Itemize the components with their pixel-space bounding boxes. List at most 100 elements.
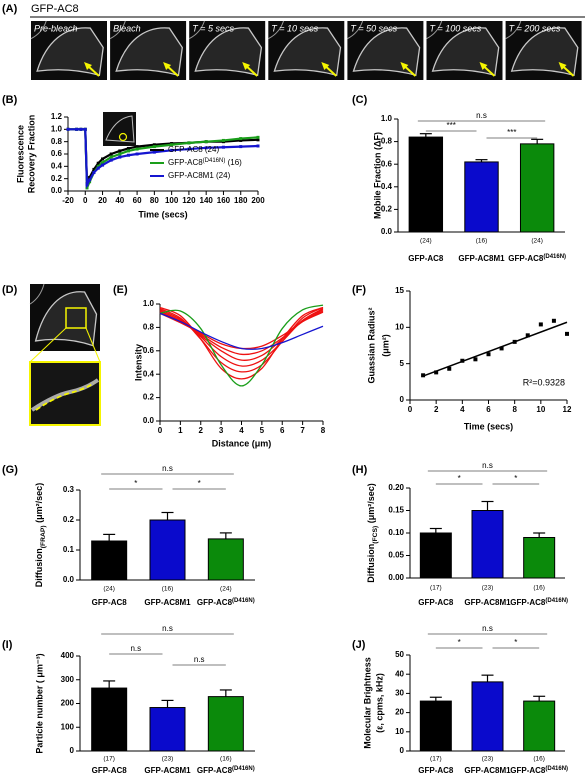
y-axis-title: Recovery Fraction	[26, 115, 36, 194]
point	[135, 145, 139, 149]
frame-label: T = 5 secs	[192, 23, 234, 33]
point	[256, 135, 260, 139]
y-tick-label: 0.8	[143, 323, 155, 332]
x-tick-label: 10	[536, 405, 545, 414]
panel-label: (B)	[2, 94, 18, 106]
arrow-head	[321, 62, 330, 70]
panel-label: (A)	[2, 3, 18, 15]
arrow-head	[558, 62, 567, 70]
n-label: (24)	[220, 586, 232, 593]
point	[88, 175, 92, 179]
x-tick-label: -20	[62, 196, 74, 205]
x-tick-label: 5	[260, 426, 265, 435]
arrow	[561, 65, 575, 77]
point	[92, 167, 96, 171]
arrow-head	[400, 62, 409, 70]
x-tick-label-part: (D416N)	[545, 766, 568, 772]
n-label: (23)	[162, 756, 174, 763]
frame-label: T = 200 secs	[509, 23, 561, 33]
bar	[419, 700, 452, 752]
series-line	[159, 312, 324, 350]
point	[538, 322, 543, 327]
point	[239, 138, 243, 142]
y-tick-label: 0.0	[63, 575, 75, 584]
frame-label: T = 100 secs	[430, 23, 482, 33]
frame-label: T = 50 secs	[350, 23, 397, 33]
frame-label: Bleach	[113, 23, 141, 33]
cell-outline	[29, 283, 45, 305]
x-tick-label: 2	[434, 405, 439, 414]
point	[256, 144, 260, 148]
series-line	[159, 311, 324, 350]
x-tick-label: GFP-AC8(D416N)	[197, 598, 255, 608]
point	[126, 146, 130, 150]
y-tick-label: 0	[400, 395, 405, 404]
cell-outline	[505, 20, 522, 40]
x-tick-label: 2	[199, 426, 204, 435]
bar	[471, 681, 504, 752]
y-tick-label: 0	[70, 746, 75, 755]
y-tick-label: 0.15	[388, 506, 404, 515]
fit-line	[422, 321, 568, 377]
y-tick-label: 1.0	[51, 124, 63, 133]
n-label: (16)	[220, 756, 232, 763]
y-axis-title-part: (μm²/sec)	[366, 483, 376, 526]
n-label: (16)	[533, 756, 545, 763]
y-axis-title: Fluorescence	[15, 125, 25, 183]
arrow	[324, 65, 337, 77]
point	[96, 166, 100, 170]
n-label: (17)	[430, 585, 442, 592]
y-tick-label: 0.6	[143, 346, 155, 355]
point	[486, 352, 491, 357]
y-axis-title-part: (FCS)	[372, 526, 379, 544]
y-tick-label: 300	[61, 675, 75, 684]
x-tick-label: GFP-AC8M1	[144, 766, 191, 775]
point	[152, 150, 156, 154]
bar	[408, 136, 444, 233]
x-tick-label: GFP-AC8(D416N)	[508, 254, 566, 264]
point	[101, 163, 105, 167]
y-axis-title: Diffusion(FRAP) (μm²/sec)	[34, 483, 47, 587]
y-tick-label: 0.1	[63, 545, 75, 554]
point	[126, 149, 130, 153]
bar	[419, 532, 452, 579]
y-tick-label: 0.10	[388, 528, 404, 537]
point	[421, 373, 426, 378]
y-tick-label: 0.2	[63, 515, 75, 524]
x-tick-label: 20	[98, 196, 107, 205]
n-label: (17)	[103, 756, 115, 763]
zoom-box	[65, 307, 87, 329]
bar	[207, 696, 244, 752]
x-tick-label: 0	[408, 405, 413, 414]
significance-label: n.s	[476, 111, 487, 120]
y-axis-title: Diffusion(FCS) (μm²/sec)	[366, 483, 379, 583]
x-tick-label: 40	[115, 196, 124, 205]
cell-outline	[109, 20, 126, 40]
y-tick-label: 0.8	[51, 137, 63, 146]
point	[499, 346, 504, 351]
x-tick-label: GFP-AC8	[418, 598, 454, 607]
x-tick-label: 140	[200, 196, 214, 205]
x-tick-label-part: GFP-AC8	[508, 254, 544, 263]
panel-label: (D)	[2, 284, 18, 296]
frame-label: T = 10 secs	[271, 23, 318, 33]
y-tick-label: 50	[395, 650, 404, 659]
x-tick-label: GFP-AC8(D416N)	[510, 598, 568, 608]
legend-label: GFP-AC8(D416N) (16)	[168, 158, 242, 168]
significance-label: n.s	[194, 655, 205, 664]
point	[565, 331, 569, 336]
x-tick-label: 3	[219, 426, 224, 435]
x-tick-label: GFP-AC8	[418, 766, 454, 775]
y-tick-label: 1.0	[143, 299, 155, 308]
cell-outline	[426, 20, 443, 40]
x-tick-label: 4	[460, 405, 465, 414]
y-tick-label: 0.2	[143, 393, 155, 402]
arrow	[482, 65, 496, 77]
y-tick-label: 0.8	[381, 137, 393, 146]
y-tick-label: 0.2	[381, 205, 393, 214]
x-tick-label: 0	[83, 196, 88, 205]
point	[66, 127, 70, 131]
bar	[91, 687, 128, 752]
x-tick-label: GFP-AC8	[92, 766, 128, 775]
n-label: (24)	[531, 238, 543, 245]
